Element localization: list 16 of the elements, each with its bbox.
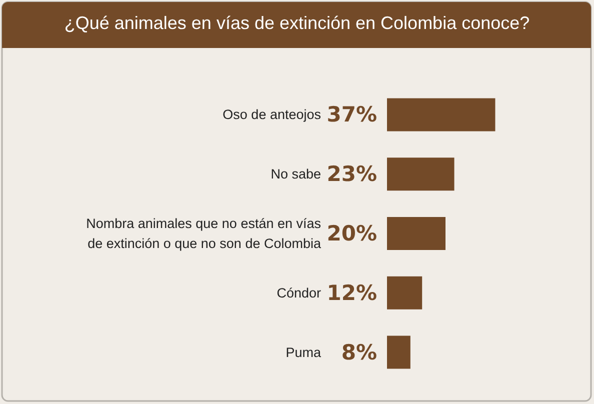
data-label: 12% [326,280,377,305]
data-label: 23% [326,162,377,186]
y-tick-label: Oso de anteojos [222,107,322,122]
bar [387,98,496,132]
bar [387,336,410,369]
bar [387,158,454,191]
y-tick-label: Cóndor [276,285,322,300]
bar [387,276,422,310]
data-label: 8% [341,340,377,364]
y-tick-label: Nombra animales que no están en vías de extinción o que no son de Colombia [86,216,322,251]
y-tick-label: No sabe [270,166,321,182]
y-tick-label: Puma [286,344,322,360]
data-label: 20% [326,222,377,246]
chart-title: ¿Qué animales en vías de extinción en Colombia conoce? [64,13,530,33]
bar [387,217,446,250]
data-label: 37% [326,102,377,127]
